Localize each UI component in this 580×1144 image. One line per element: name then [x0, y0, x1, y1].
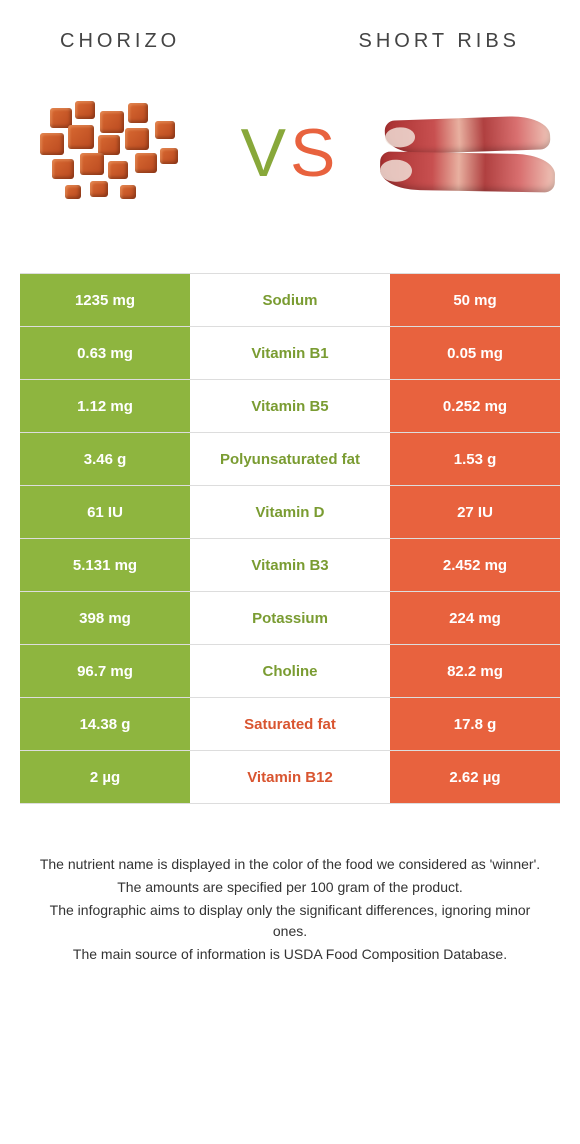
nutrient-label: Vitamin B1 — [190, 327, 390, 379]
vs-label: VS — [241, 114, 340, 192]
hero-row: VS — [20, 83, 560, 223]
chorizo-image — [30, 93, 200, 213]
right-food-title: SHORT RIBS — [358, 30, 520, 53]
right-value: 0.252 mg — [390, 380, 560, 432]
nutrient-label: Saturated fat — [190, 698, 390, 750]
left-value: 1235 mg — [20, 274, 190, 326]
right-value: 82.2 mg — [390, 645, 560, 697]
table-row: 398 mgPotassium224 mg — [20, 592, 560, 645]
right-value: 0.05 mg — [390, 327, 560, 379]
right-value: 1.53 g — [390, 433, 560, 485]
left-value: 3.46 g — [20, 433, 190, 485]
left-value: 398 mg — [20, 592, 190, 644]
nutrient-label: Polyunsaturated fat — [190, 433, 390, 485]
left-value: 0.63 mg — [20, 327, 190, 379]
right-value: 2.62 µg — [390, 751, 560, 803]
nutrient-label: Potassium — [190, 592, 390, 644]
short-ribs-image — [380, 93, 550, 213]
footer-line: The amounts are specified per 100 gram o… — [35, 877, 545, 898]
left-value: 5.131 mg — [20, 539, 190, 591]
left-value: 1.12 mg — [20, 380, 190, 432]
footer-notes: The nutrient name is displayed in the co… — [20, 854, 560, 965]
nutrient-label: Vitamin D — [190, 486, 390, 538]
right-value: 50 mg — [390, 274, 560, 326]
left-value: 61 IU — [20, 486, 190, 538]
left-value: 96.7 mg — [20, 645, 190, 697]
table-row: 1235 mgSodium50 mg — [20, 274, 560, 327]
right-value: 2.452 mg — [390, 539, 560, 591]
nutrient-label: Vitamin B12 — [190, 751, 390, 803]
table-row: 5.131 mgVitamin B32.452 mg — [20, 539, 560, 592]
nutrition-table: 1235 mgSodium50 mg0.63 mgVitamin B10.05 … — [20, 273, 560, 804]
table-row: 3.46 gPolyunsaturated fat1.53 g — [20, 433, 560, 486]
table-row: 0.63 mgVitamin B10.05 mg — [20, 327, 560, 380]
nutrient-label: Vitamin B5 — [190, 380, 390, 432]
table-row: 61 IUVitamin D27 IU — [20, 486, 560, 539]
footer-line: The nutrient name is displayed in the co… — [35, 854, 545, 875]
right-value: 224 mg — [390, 592, 560, 644]
nutrient-label: Choline — [190, 645, 390, 697]
title-row: CHORIZO SHORT RIBS — [20, 30, 560, 53]
footer-line: The main source of information is USDA F… — [35, 944, 545, 965]
footer-line: The infographic aims to display only the… — [35, 900, 545, 942]
left-value: 2 µg — [20, 751, 190, 803]
right-value: 27 IU — [390, 486, 560, 538]
right-value: 17.8 g — [390, 698, 560, 750]
table-row: 14.38 gSaturated fat17.8 g — [20, 698, 560, 751]
table-row: 1.12 mgVitamin B50.252 mg — [20, 380, 560, 433]
nutrient-label: Sodium — [190, 274, 390, 326]
left-food-title: CHORIZO — [60, 30, 180, 53]
table-row: 96.7 mgCholine82.2 mg — [20, 645, 560, 698]
nutrient-label: Vitamin B3 — [190, 539, 390, 591]
left-value: 14.38 g — [20, 698, 190, 750]
table-row: 2 µgVitamin B122.62 µg — [20, 751, 560, 804]
